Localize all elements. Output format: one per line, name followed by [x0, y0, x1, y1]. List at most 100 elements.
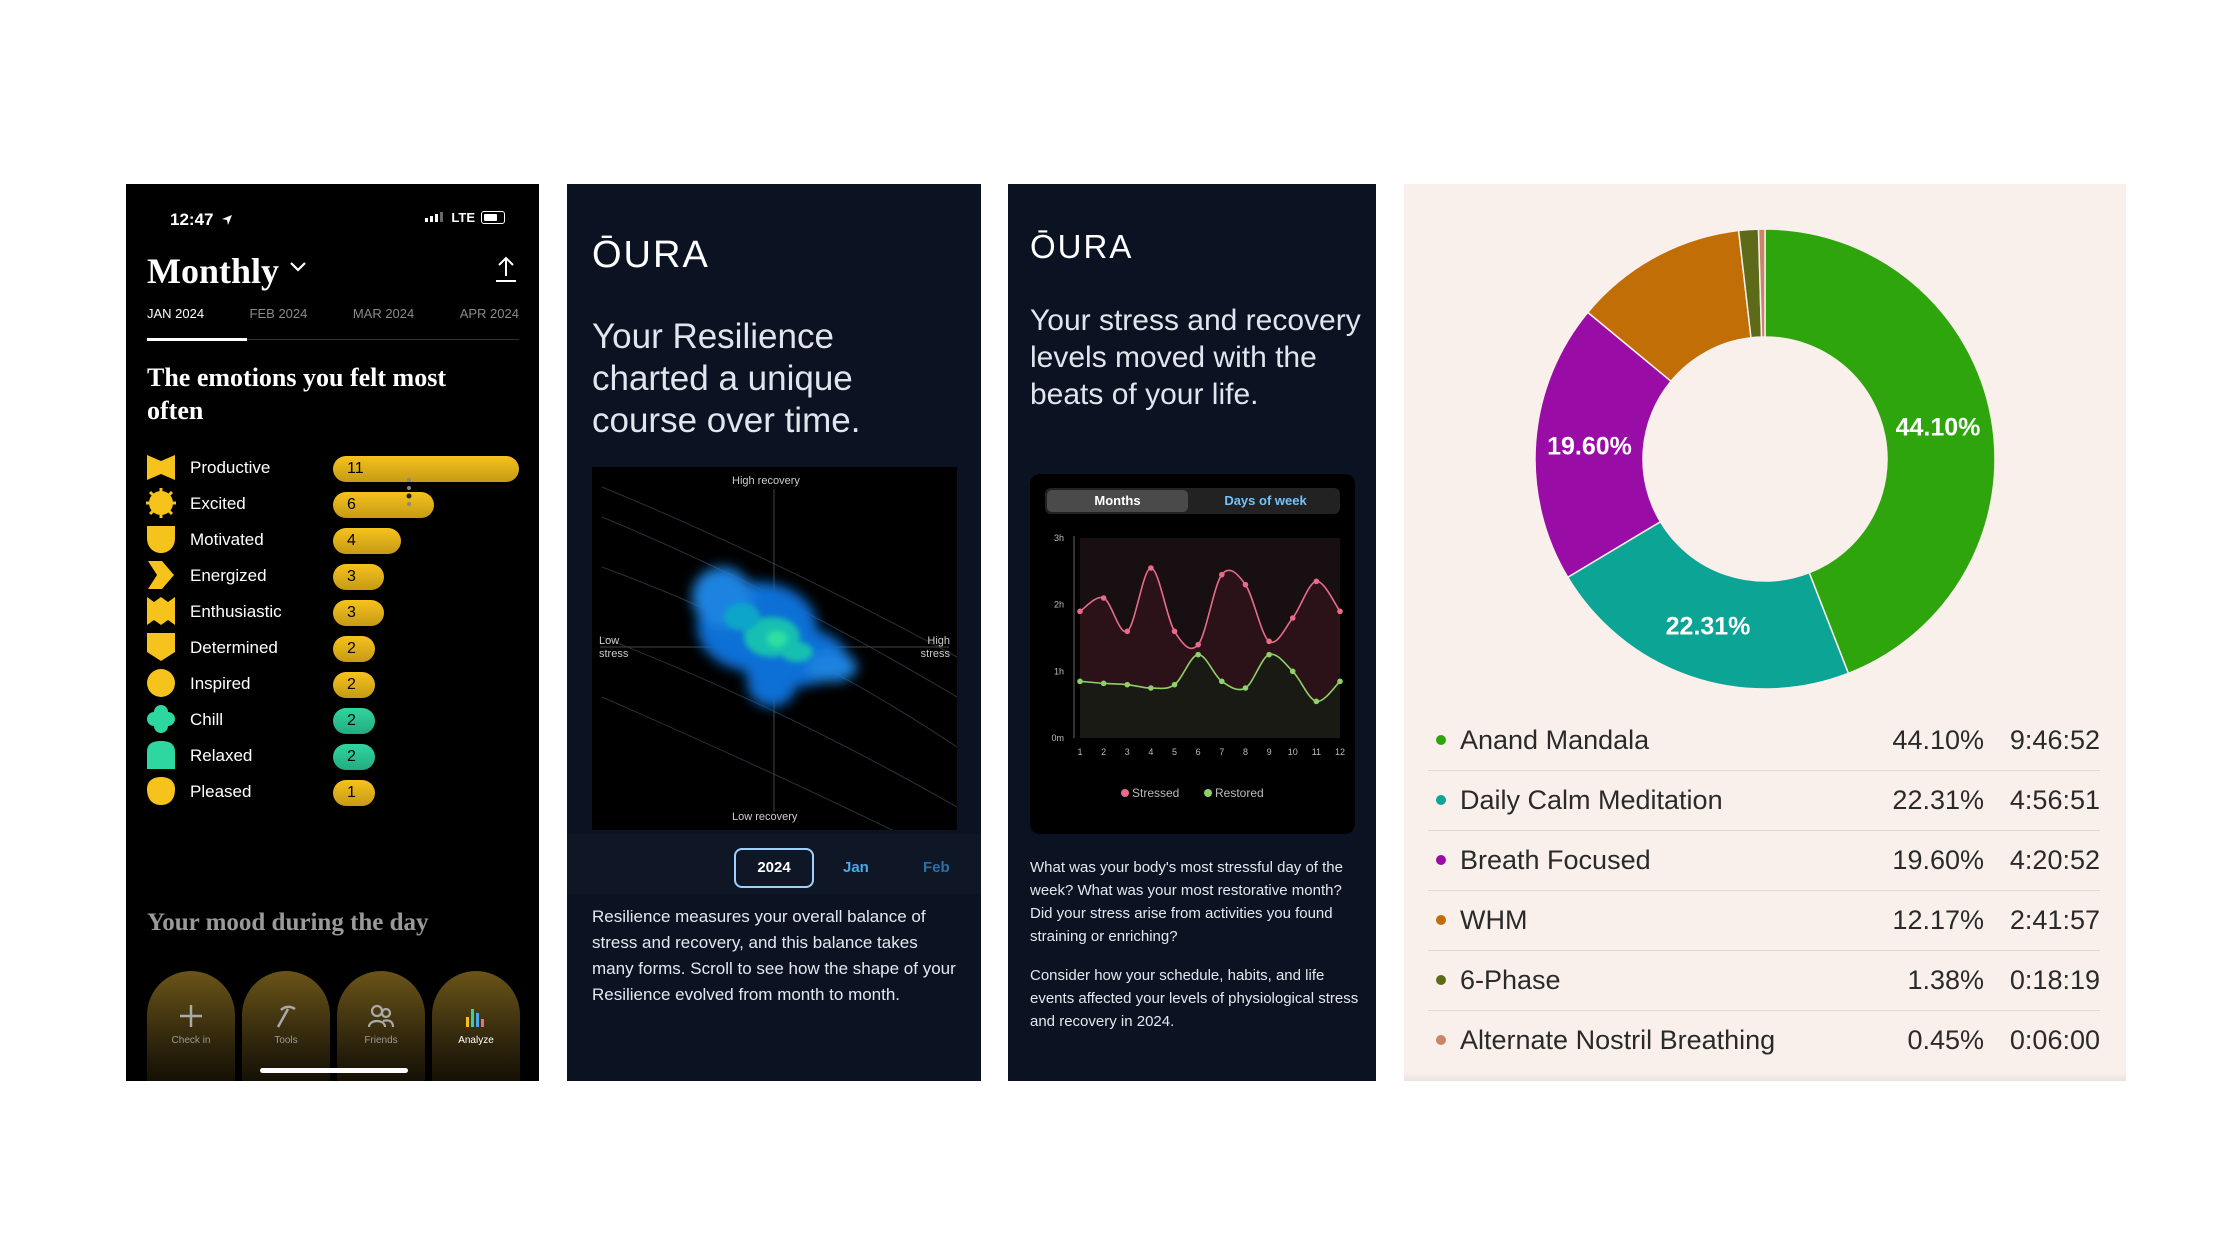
chevron-down-icon[interactable] [288, 260, 308, 279]
slice-label: 44.10% [1896, 414, 1981, 442]
tab-divider [147, 339, 519, 340]
tab-jan-2024[interactable]: JAN 2024 [147, 306, 205, 321]
segment-days-of-week[interactable]: Days of week [1224, 493, 1307, 508]
x-tick-label: 6 [1196, 747, 1201, 757]
segmented-control: Months Days of week [1045, 488, 1340, 514]
emotion-count: 3 [347, 604, 356, 621]
donut-slice[interactable] [1566, 520, 1850, 690]
emotion-label: Relaxed [190, 746, 253, 765]
legend-dot [1436, 735, 1446, 745]
nav-check-in[interactable]: Check in [147, 971, 235, 1081]
legend-row[interactable]: Daily Calm Meditation 22.31% 4:56:51 [1428, 770, 2100, 831]
emotion-count: 6 [347, 496, 356, 513]
legend-percent: 0.45% [1907, 1025, 1984, 1055]
stressed-point [1148, 565, 1154, 571]
emotion-label: Inspired [190, 674, 251, 693]
emotion-label: Excited [190, 494, 246, 513]
period-feb-button[interactable]: Feb [923, 859, 950, 876]
plus-icon [147, 1003, 235, 1034]
scroll-indicator [405, 476, 413, 517]
emotion-bar: 2 [333, 672, 375, 698]
emotion-count: 2 [347, 748, 356, 765]
emotion-bar: 3 [333, 564, 384, 590]
emotion-row-determined[interactable]: Determined 2 [146, 632, 526, 662]
slice-label: 22.31% [1666, 613, 1751, 641]
oura-logo: ŌURA [1030, 228, 1134, 265]
label-high-stress: High stress [920, 635, 950, 660]
mood-app-screen: 12:47 LTE Monthly JAN 2024 FEB 2024 MAR … [126, 184, 539, 1081]
excited-icon [146, 488, 176, 518]
emotion-row-inspired[interactable]: Inspired 2 [146, 668, 526, 698]
restored-point [1195, 651, 1201, 658]
emotion-row-enthusiastic[interactable]: Enthusiastic 3 [146, 596, 526, 626]
legend-row[interactable]: Anand Mandala 44.10% 9:46:52 [1428, 710, 2100, 771]
restored-point [1171, 681, 1178, 688]
emotion-label: Productive [190, 458, 271, 477]
legend-dot [1436, 915, 1446, 925]
stressed-point [1124, 628, 1131, 635]
emotion-row-productive[interactable]: Productive 11 [146, 452, 526, 482]
page-title[interactable]: Monthly [147, 251, 280, 291]
emotion-label: Enthusiastic [190, 602, 282, 621]
x-tick-label: 11 [1312, 747, 1321, 757]
legend-name: Anand Mandala [1460, 725, 1650, 755]
month-tabs: JAN 2024 FEB 2024 MAR 2024 APR 2024 [147, 306, 519, 321]
legend-row[interactable]: 6-Phase 1.38% 0:18:19 [1428, 950, 2100, 1011]
emotion-label: Pleased [190, 782, 252, 801]
donut-slice[interactable] [1757, 228, 1766, 338]
emotion-row-motivated[interactable]: Motivated 4 [146, 524, 526, 554]
legend-row[interactable]: WHM 12.17% 2:41:57 [1428, 890, 2100, 951]
description: Resilience measures your overall balance… [592, 907, 956, 1004]
productive-icon [146, 452, 176, 482]
stressed-point [1077, 608, 1083, 615]
y-tick-label: 3h [1054, 533, 1064, 543]
donut-slice[interactable] [1534, 311, 1673, 579]
emotion-row-energized[interactable]: Energized 3 [146, 560, 526, 590]
legend-time: 0:06:00 [2009, 1025, 2100, 1055]
nav-tools[interactable]: Tools [242, 971, 330, 1081]
emotion-count: 2 [347, 676, 356, 693]
legend-row[interactable]: Breath Focused 19.60% 4:20:52 [1428, 830, 2100, 891]
legend-row[interactable]: Alternate Nostril Breathing 0.45% 0:06:0… [1428, 1010, 2100, 1070]
active-tab-underline [147, 338, 247, 341]
restored-point [1124, 681, 1131, 688]
legend-name: Breath Focused [1460, 845, 1651, 875]
restored-point [1100, 680, 1107, 687]
x-tick-label: 10 [1288, 747, 1298, 757]
period-jan-button[interactable]: Jan [843, 859, 869, 876]
emotion-bar: 6 [333, 492, 435, 518]
bottom-shadow [1404, 1073, 2126, 1081]
legend-time: 2:41:57 [2009, 905, 2100, 935]
x-tick-label: 4 [1148, 747, 1153, 757]
tab-apr-2024[interactable]: APR 2024 [459, 306, 519, 321]
segment-months[interactable]: Months [1047, 490, 1188, 512]
nav-analyze[interactable]: Analyze [432, 971, 520, 1081]
legend-name: WHM [1460, 905, 1528, 935]
relaxed-icon [146, 740, 176, 770]
mood-section-title: Your mood during the day [147, 909, 429, 936]
donut-slice[interactable] [1764, 228, 1996, 675]
emotion-label: Motivated [190, 530, 264, 549]
emotion-count: 4 [347, 532, 356, 549]
stressed-point [1242, 581, 1249, 588]
label-high-recovery: High recovery [732, 475, 800, 487]
pleased-icon [146, 776, 176, 806]
emotion-row-pleased[interactable]: Pleased 1 [146, 776, 526, 806]
share-icon[interactable] [493, 256, 519, 289]
bar-chart-icon [432, 1003, 520, 1034]
emotion-bar: 2 [333, 744, 375, 770]
energized-icon [146, 560, 176, 590]
emotion-row-chill[interactable]: Chill 2 [146, 704, 526, 734]
tab-feb-2024[interactable]: FEB 2024 [249, 306, 308, 321]
emotion-row-relaxed[interactable]: Relaxed 2 [146, 740, 526, 770]
stress-chart-card: Months Days of week 0m 1h 2h 3h 1 2 3 4 5 6 7 8 9 10 1… [1030, 474, 1355, 834]
emotion-row-excited[interactable]: Excited 6 [146, 488, 526, 518]
x-tick-label: 2 [1101, 747, 1106, 757]
tab-mar-2024[interactable]: MAR 2024 [352, 306, 415, 321]
emotion-bar: 2 [333, 708, 375, 734]
restored-point [1148, 685, 1154, 691]
nav-friends[interactable]: Friends [337, 971, 425, 1081]
signal-icon [425, 210, 445, 225]
period-2024-button[interactable]: 2024 [734, 848, 814, 888]
restored-point [1219, 678, 1225, 685]
